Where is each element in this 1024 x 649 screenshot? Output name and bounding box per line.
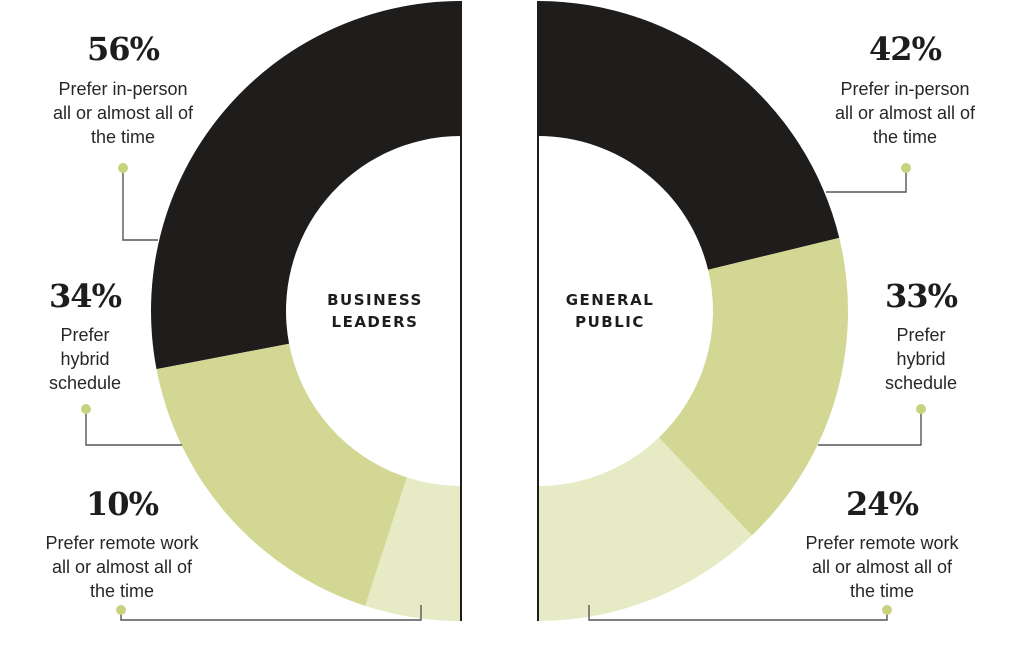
leaders-remote-pct: 10%	[86, 485, 159, 523]
desc-line: hybrid	[60, 349, 110, 369]
public-remote-leader-dot	[882, 605, 892, 615]
leaders-remote-desc: Prefer remote work all or almost all of …	[22, 531, 222, 603]
leader-lines	[81, 163, 926, 621]
desc-line: Prefer	[60, 325, 110, 345]
public-remote-desc: Prefer remote work all or almost all of …	[782, 531, 982, 603]
public-hybrid-pct: 33%	[885, 277, 958, 315]
public-in-person-pct: 42%	[869, 30, 942, 68]
leaders-remote-leader-dot	[116, 605, 126, 615]
general-public-center-label: GENERAL PUBLIC	[540, 289, 680, 333]
business-leaders-half-donut	[151, 1, 462, 621]
desc-line: the time	[89, 581, 155, 601]
desc-line: all or almost all of	[52, 103, 194, 123]
desc-line: all or almost all of	[834, 103, 976, 123]
public-remote-pct: 24%	[846, 485, 919, 523]
public-hybrid-slice	[658, 237, 848, 536]
public-hybrid-leader-dot	[916, 404, 926, 414]
public-remote-leader-line	[588, 605, 888, 621]
leaders-in-person-pct: 56%	[87, 30, 160, 68]
center-label-line: PUBLIC	[575, 313, 645, 331]
public-in-person-leader-dot	[901, 163, 911, 173]
desc-line: schedule	[48, 373, 122, 393]
public-in-person-desc: Prefer in-person all or almost all of th…	[805, 77, 1005, 149]
desc-line: Prefer	[896, 325, 946, 345]
leaders-remote-slice	[365, 477, 461, 621]
desc-line: the time	[849, 581, 915, 601]
leaders-hybrid-slice	[156, 343, 407, 606]
desc-line: the time	[90, 127, 156, 147]
leaders-in-person-slice	[151, 1, 461, 370]
leaders-hybrid-leader-line	[85, 409, 182, 446]
desc-line: Prefer in-person	[58, 79, 188, 99]
public-in-person-leader-line	[826, 168, 907, 193]
public-remote-slice	[538, 437, 752, 621]
center-label-line: BUSINESS	[327, 291, 423, 309]
desc-line: Prefer remote work	[45, 533, 199, 553]
leaders-in-person-desc: Prefer in-person all or almost all of th…	[23, 77, 223, 149]
leaders-hybrid-leader-dot	[81, 404, 91, 414]
desc-line: schedule	[884, 373, 958, 393]
desc-line: hybrid	[896, 349, 946, 369]
public-hybrid-leader-line	[818, 409, 922, 446]
center-label-line: GENERAL	[565, 291, 655, 309]
desc-line: Prefer remote work	[805, 533, 959, 553]
desc-line: the time	[872, 127, 938, 147]
leaders-hybrid-desc: Prefer hybrid schedule	[25, 323, 145, 395]
desc-line: Prefer in-person	[840, 79, 970, 99]
leaders-hybrid-pct: 34%	[49, 277, 122, 315]
public-hybrid-desc: Prefer hybrid schedule	[861, 323, 981, 395]
business-leaders-center-label: BUSINESS LEADERS	[300, 289, 450, 333]
public-in-person-slice	[538, 1, 840, 270]
general-public-half-donut	[537, 1, 848, 621]
desc-line: all or almost all of	[51, 557, 193, 577]
center-label-line: LEADERS	[331, 313, 419, 331]
leaders-in-person-leader-line	[122, 168, 158, 241]
leaders-in-person-leader-dot	[118, 163, 128, 173]
desc-line: all or almost all of	[811, 557, 953, 577]
